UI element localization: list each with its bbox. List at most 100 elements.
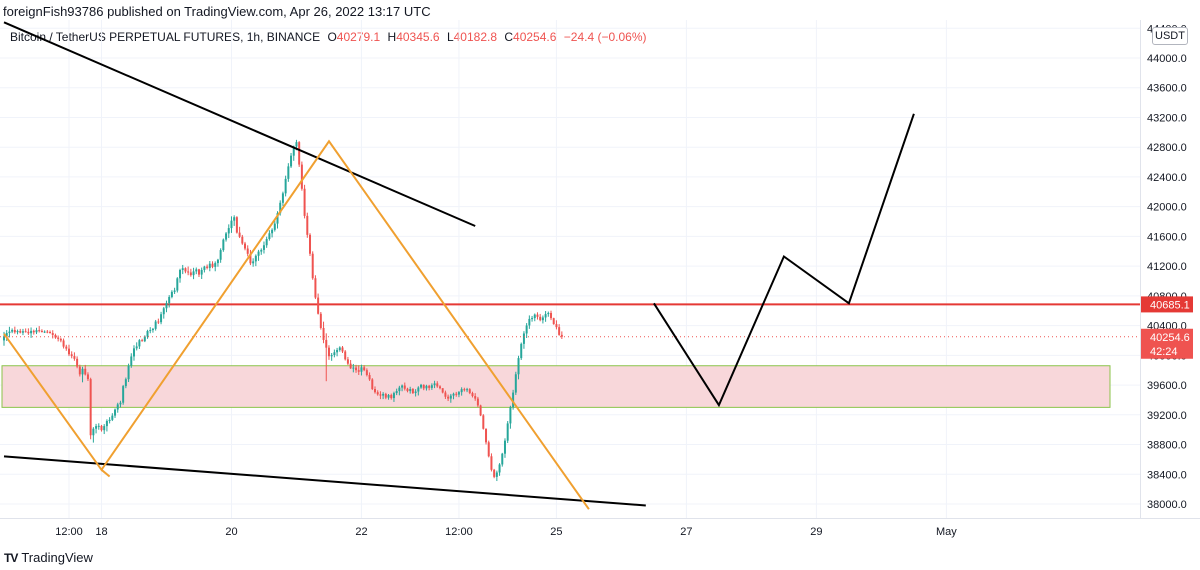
- candle: [35, 327, 38, 335]
- candle-body: [127, 365, 130, 380]
- candle-body: [78, 366, 81, 375]
- candle-body: [143, 336, 146, 342]
- candle-body: [105, 420, 108, 427]
- candle-body: [476, 398, 479, 406]
- candle-body: [268, 233, 271, 240]
- candle-body: [290, 155, 293, 167]
- candle: [252, 258, 255, 267]
- candle: [479, 404, 482, 417]
- candle-body: [51, 333, 54, 335]
- tradingview-brand[interactable]: TV TradingView: [4, 550, 93, 565]
- candle-body: [406, 388, 409, 392]
- candle: [550, 310, 553, 321]
- ohlc-open: O40279.1: [327, 30, 381, 44]
- candle-body: [292, 146, 295, 156]
- candle-body: [46, 331, 49, 333]
- time-axis[interactable]: 12:00 18 20 22 12:00 25 27 29 May: [55, 526, 957, 538]
- triangle-pattern-tail: [100, 469, 111, 478]
- candle: [284, 175, 287, 197]
- candle: [260, 248, 263, 255]
- price-tick-label: 38400.0: [1147, 469, 1187, 481]
- candle: [165, 300, 168, 313]
- candle-body: [130, 356, 133, 366]
- candle: [327, 345, 330, 360]
- candle-body: [132, 348, 135, 357]
- price-axis[interactable]: 44400.044000.043600.043200.042800.042400…: [1147, 23, 1187, 511]
- candle: [105, 419, 108, 432]
- candle: [32, 329, 35, 335]
- candle: [457, 391, 460, 398]
- resistance-tag-label: 40685.1: [1150, 299, 1190, 311]
- currency-selector[interactable]: USDT: [1152, 27, 1188, 45]
- candle: [154, 319, 157, 331]
- candle: [103, 424, 106, 435]
- candle: [233, 215, 236, 226]
- candle-body: [168, 296, 171, 304]
- candle-body: [452, 393, 455, 396]
- candle: [317, 293, 320, 315]
- candle: [501, 452, 504, 467]
- candle-body: [463, 389, 466, 391]
- candle: [433, 380, 436, 389]
- candle-body: [149, 330, 152, 332]
- candle: [265, 236, 268, 248]
- candle-body: [444, 392, 447, 397]
- candle-body: [449, 395, 452, 399]
- last-price-tag-label: 40254.6: [1150, 332, 1190, 344]
- candle: [352, 363, 355, 373]
- candle: [485, 428, 488, 445]
- candle: [533, 313, 536, 322]
- candle: [319, 311, 322, 330]
- candle: [514, 371, 517, 395]
- candle-body: [43, 331, 46, 333]
- candle: [420, 383, 423, 389]
- candle: [211, 261, 214, 269]
- candle-body: [471, 393, 474, 397]
- candle: [81, 366, 84, 383]
- candle-body: [295, 142, 298, 147]
- candle: [135, 342, 138, 351]
- candle: [425, 384, 428, 391]
- candle: [441, 388, 444, 394]
- candle: [227, 224, 230, 239]
- candle-body: [187, 271, 190, 273]
- candle-body: [314, 278, 317, 298]
- candle: [547, 311, 550, 317]
- candle-body: [355, 367, 358, 371]
- candle-body: [531, 318, 534, 320]
- candle-body: [8, 331, 11, 334]
- candle-body: [252, 261, 255, 264]
- candle-body: [560, 334, 563, 337]
- price-tags: 40685.1 40254.6 42:24: [1141, 296, 1193, 359]
- candle: [322, 321, 325, 344]
- candle-body: [327, 347, 330, 357]
- candle: [16, 329, 19, 335]
- candle: [187, 266, 190, 276]
- candle: [19, 328, 22, 334]
- candle: [360, 364, 363, 376]
- candle-body: [162, 308, 165, 315]
- candle-body: [550, 312, 553, 319]
- trend-drawings: [3, 21, 915, 510]
- candle-body: [211, 263, 214, 267]
- lower-trendline: [3, 455, 646, 507]
- price-tick-label: 41600.0: [1147, 231, 1187, 243]
- candle-body: [206, 266, 209, 268]
- candle: [336, 347, 339, 357]
- candle-body: [279, 202, 282, 214]
- candle: [73, 352, 76, 361]
- candle: [132, 345, 135, 361]
- time-tick-label: 25: [550, 526, 562, 538]
- candle: [417, 386, 420, 396]
- time-tick-label: 12:00: [55, 526, 83, 538]
- candle: [409, 386, 412, 394]
- candle-body: [528, 318, 531, 326]
- candle: [249, 249, 252, 266]
- candle-body: [319, 313, 322, 328]
- candle: [146, 329, 149, 339]
- candle-body: [254, 255, 257, 262]
- candle-body: [184, 268, 187, 272]
- candle-body: [325, 339, 328, 348]
- candle: [271, 228, 274, 238]
